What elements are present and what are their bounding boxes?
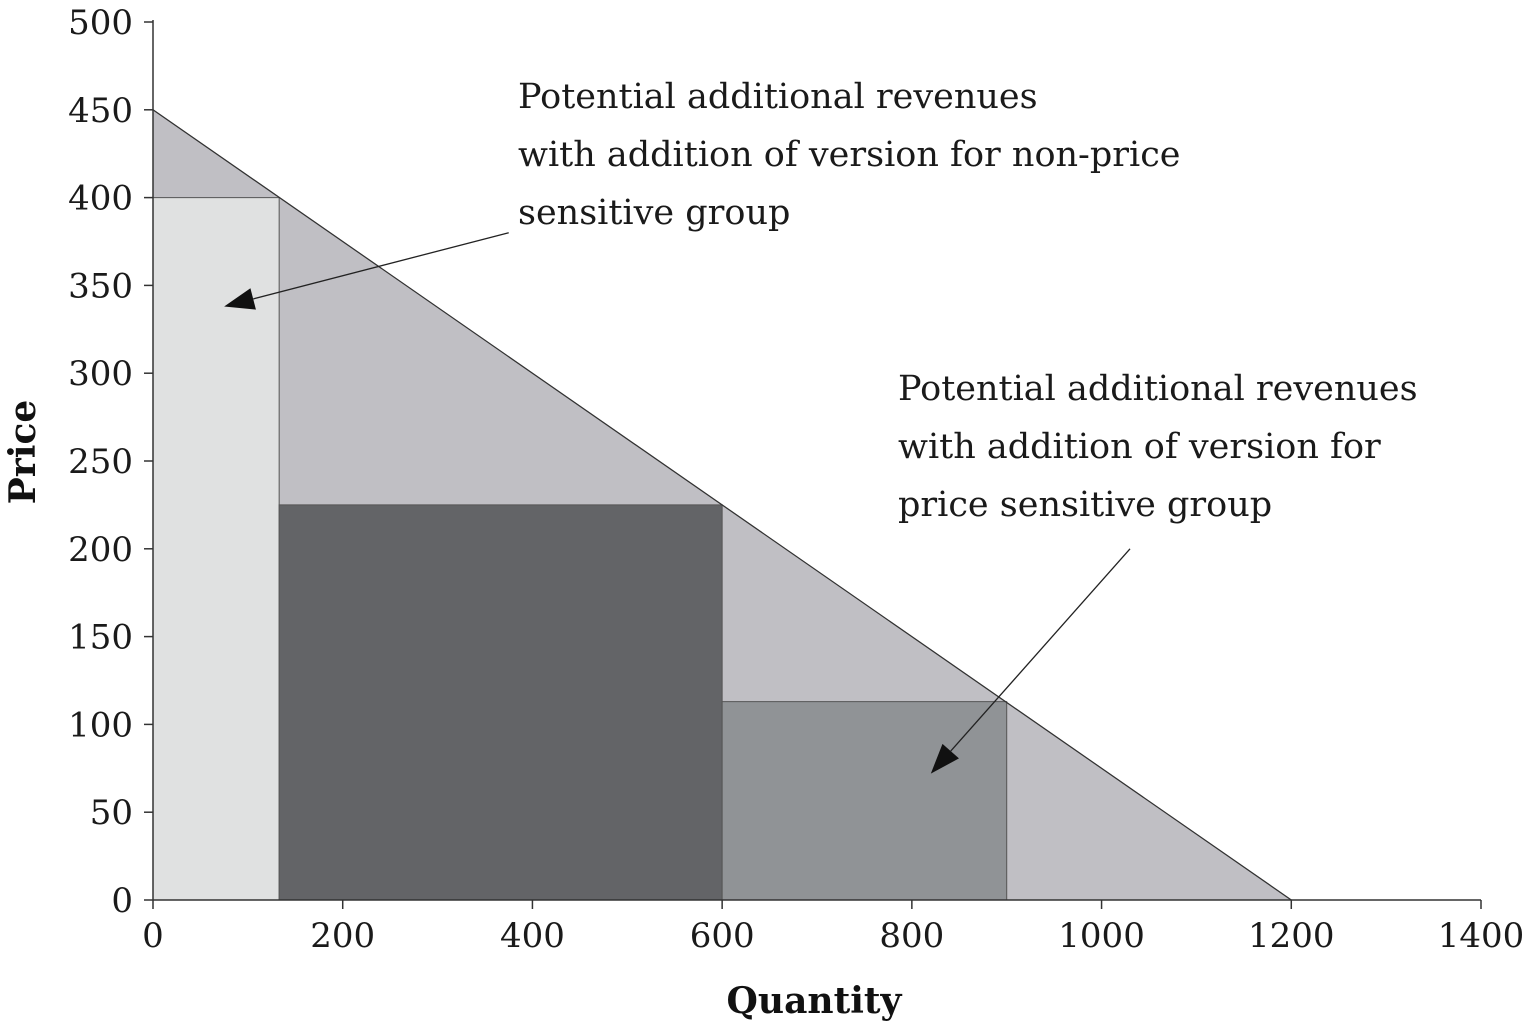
y-tick-label: 300 [68,354,133,394]
x-tick-label: 200 [310,916,375,956]
annotation-non-price-line: with addition of version for non-price [518,135,1181,175]
demand-curve-line [152,109,1292,901]
annotation-price-line: with addition of version for [898,427,1381,467]
y-tick-label: 350 [68,266,133,306]
y-tick-label: 150 [68,618,133,658]
region-single-price-revenue [278,504,723,901]
annotation-price-arrow-head-icon [930,743,959,774]
y-tick-label: 250 [68,442,133,482]
y-tick-label: 400 [68,179,133,219]
region-non-price-sensitive-version [152,197,280,901]
x-tick-label: 800 [879,916,944,956]
chart-axes: 0 200 400 600 800 1000 1200 1400 0 50 100 150 200 250… [68,3,1524,956]
annotation-price-line: price sensitive group [898,485,1272,525]
x-tick-label: 400 [500,916,565,956]
region-price-sensitive-version [721,701,1008,901]
y-tick-label: 0 [111,881,133,921]
y-tick-label: 200 [68,530,133,570]
annotation-non-price-line: sensitive group [518,193,790,233]
demand-curve-group [152,109,1292,901]
x-tick-label: 0 [142,916,164,956]
x-axis-title: Quantity [727,980,903,1022]
annotation-price-arrow-line [950,548,1131,752]
y-tick-label: 100 [68,705,133,745]
x-tick-label: 1400 [1438,916,1525,956]
y-tick-label: 450 [68,91,133,131]
annotation-non-price-arrow-line [253,232,509,300]
x-tick-label: 1000 [1058,916,1145,956]
annotation-price-text: Potential additional revenues with additi… [898,369,1418,525]
x-tick-label: 600 [690,916,755,956]
annotation-price-line: Potential additional revenues [898,369,1418,409]
annotation-non-price-line: Potential additional revenues [518,77,1038,117]
chart-annotations: Potential additional revenues with additi… [224,77,1418,774]
y-axis-title: Price [2,400,44,505]
y-tick-label: 50 [90,793,133,833]
y-tick-label: 500 [68,3,133,43]
annotation-non-price-text: Potential additional revenues with additi… [518,77,1181,233]
x-tick-label: 1200 [1248,916,1335,956]
annotation-non-price-arrow-head-icon [224,288,256,310]
